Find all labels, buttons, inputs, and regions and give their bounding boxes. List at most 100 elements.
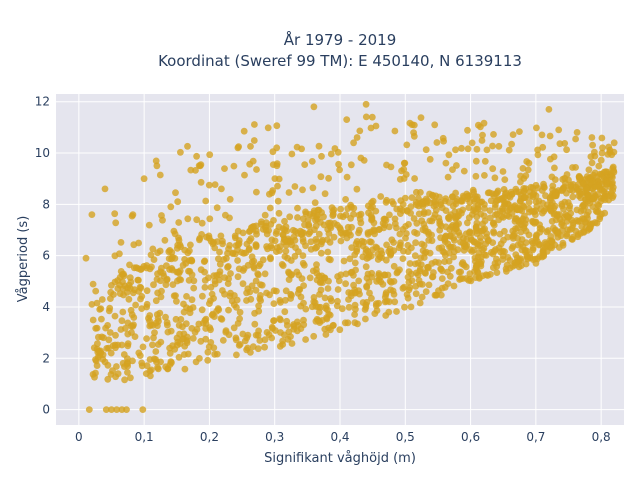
scatter-point — [273, 144, 281, 152]
scatter-point — [501, 248, 508, 256]
scatter-point — [424, 228, 432, 236]
scatter-point — [592, 207, 600, 215]
scatter-point — [153, 358, 160, 366]
scatter-point — [104, 361, 112, 369]
scatter-point — [403, 230, 410, 237]
scatter-point — [111, 278, 119, 286]
scatter-point — [327, 295, 334, 302]
scatter-point — [266, 291, 273, 299]
scatter-point — [318, 152, 325, 160]
scatter-point — [527, 183, 535, 191]
scatter-point — [252, 241, 260, 249]
scatter-point — [92, 356, 99, 363]
scatter-point — [511, 218, 519, 225]
scatter-point — [167, 203, 175, 211]
scatter-point — [138, 305, 146, 312]
scatter-point — [437, 234, 444, 242]
scatter-point — [415, 195, 422, 202]
scatter-point — [368, 273, 376, 281]
scatter-point — [154, 341, 162, 348]
scatter-point — [556, 211, 563, 218]
scatter-point — [610, 139, 618, 147]
scatter-point — [236, 308, 244, 316]
scatter-point — [271, 237, 279, 245]
scatter-point — [420, 220, 428, 228]
scatter-point — [308, 303, 316, 311]
scatter-point — [456, 276, 463, 283]
scatter-point — [542, 240, 550, 248]
scatter-point — [251, 121, 258, 128]
scatter-point — [605, 143, 613, 151]
scatter-point — [249, 225, 257, 233]
scatter-point — [201, 277, 209, 284]
scatter-point — [390, 262, 398, 270]
scatter-point — [315, 272, 323, 280]
scatter-point — [382, 291, 390, 298]
scatter-point — [406, 119, 414, 127]
scatter-point — [525, 199, 533, 206]
scatter-point — [539, 143, 547, 151]
scatter-point — [437, 222, 445, 230]
scatter-point — [266, 204, 274, 212]
scatter-point — [501, 176, 509, 184]
scatter-point — [307, 238, 315, 246]
scatter-point — [334, 221, 341, 229]
scatter-point — [151, 329, 158, 337]
scatter-point — [181, 365, 189, 373]
scatter-point — [190, 284, 198, 292]
scatter-point — [299, 235, 307, 243]
scatter-point — [288, 292, 295, 299]
scatter-point — [335, 160, 342, 168]
scatter-point — [442, 159, 450, 167]
scatter-point — [569, 164, 576, 171]
scatter-point — [197, 161, 205, 169]
scatter-point — [131, 286, 138, 294]
scatter-point — [563, 230, 571, 238]
scatter-point — [163, 276, 171, 284]
scatter-point — [129, 211, 137, 219]
scatter-point — [533, 124, 540, 132]
scatter-point — [559, 186, 567, 194]
scatter-point — [236, 341, 244, 348]
scatter-point — [551, 176, 559, 184]
scatter-point — [234, 273, 242, 281]
scatter-point — [343, 173, 351, 181]
scatter-point — [433, 139, 441, 146]
scatter-point — [240, 127, 248, 135]
scatter-point — [310, 103, 318, 111]
scatter-point — [547, 155, 554, 163]
scatter-point — [173, 297, 180, 305]
scatter-point — [192, 358, 200, 366]
scatter-point — [480, 245, 488, 252]
scatter-point — [383, 196, 390, 204]
scatter-point — [598, 149, 606, 157]
scatter-point — [534, 184, 541, 192]
scatter-point — [207, 297, 214, 304]
scatter-point — [420, 254, 428, 261]
scatter-point — [313, 266, 320, 273]
scatter-point — [459, 259, 467, 266]
scatter-point — [230, 324, 238, 332]
scatter-point — [438, 275, 446, 282]
scatter-point — [323, 315, 331, 323]
scatter-point — [449, 193, 456, 201]
scatter-point — [273, 287, 280, 295]
scatter-point — [287, 271, 295, 279]
scatter-point — [362, 246, 370, 253]
scatter-point — [209, 240, 217, 248]
scatter-point — [532, 232, 540, 240]
scatter-point — [346, 255, 354, 263]
scatter-point — [247, 235, 255, 242]
scatter-point — [321, 325, 329, 333]
scatter-point — [324, 248, 332, 256]
y-tick-labels: 0 2 4 6 8 10 12 — [35, 95, 50, 417]
scatter-point — [519, 165, 527, 172]
scatter-point — [114, 285, 122, 292]
scatter-point — [254, 345, 262, 353]
scatter-point — [393, 308, 400, 315]
scatter-point — [603, 178, 611, 186]
scatter-point — [568, 225, 576, 232]
scatter-point — [306, 274, 314, 282]
scatter-point — [514, 241, 522, 249]
